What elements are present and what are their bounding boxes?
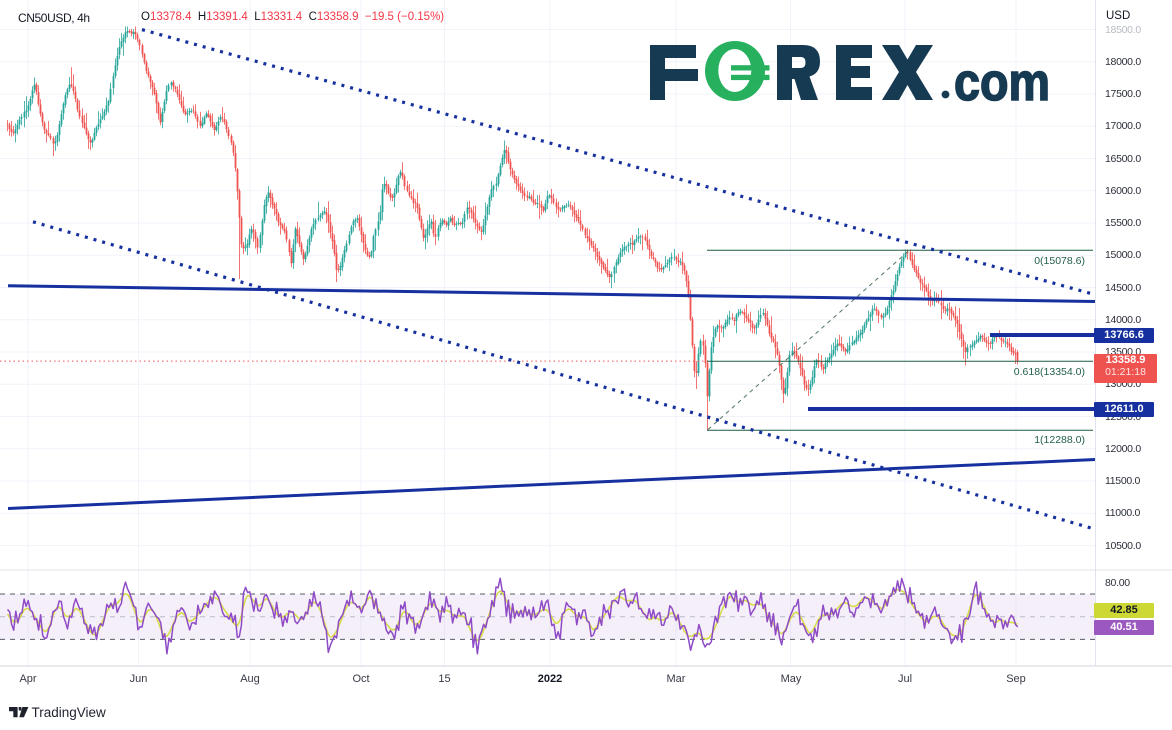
svg-text:com: com: [954, 53, 1050, 112]
